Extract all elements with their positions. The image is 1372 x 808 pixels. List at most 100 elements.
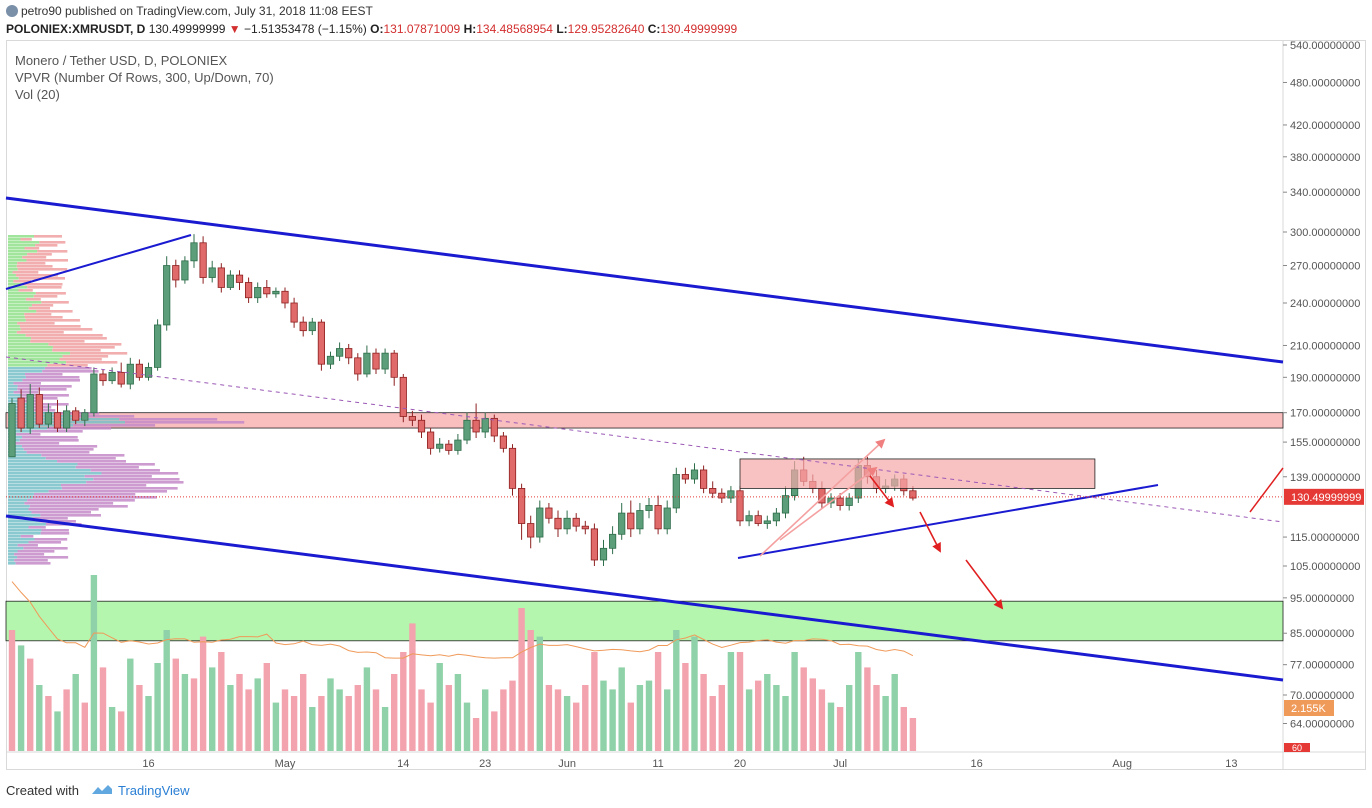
vpvr-down-row: [66, 361, 118, 364]
volume-bar: [45, 696, 52, 751]
candle-body: [609, 533, 617, 549]
vpvr-down-row: [32, 496, 157, 499]
vpvr-up-row: [8, 475, 85, 478]
tradingview-brand-link[interactable]: TradingView: [118, 783, 190, 798]
candle-body: [263, 287, 271, 295]
legend-title[interactable]: Monero / Tether USD, D, POLONIEX: [15, 53, 228, 68]
vpvr-down-row: [101, 472, 179, 475]
volume-bar: [181, 674, 189, 751]
vpvr-down-row: [32, 517, 68, 520]
volume-bar: [309, 707, 316, 751]
volume-bar: [454, 674, 462, 751]
candle-body: [299, 321, 307, 332]
candle-body: [199, 242, 207, 278]
volume-bar: [791, 652, 798, 751]
vpvr-up-row: [8, 355, 63, 358]
candle-body: [417, 419, 426, 433]
volume-bar: [409, 623, 416, 751]
low-label: L:: [556, 22, 568, 36]
candle-body: [700, 469, 708, 489]
vpvr-down-row: [24, 313, 52, 316]
current-price-text: 130.49999999: [1291, 492, 1361, 504]
candle-body: [408, 416, 417, 421]
candle-body: [845, 497, 853, 506]
vpvr-down-row: [39, 241, 66, 244]
volume-bar: [381, 707, 389, 751]
vpvr-down-row: [52, 346, 115, 349]
vpvr-down-row: [17, 556, 69, 559]
vpvr-up-row: [8, 481, 87, 484]
chart-frame[interactable]: [6, 40, 1366, 770]
upper-channel-line: [5, 196, 1284, 364]
candle-body: [663, 507, 671, 530]
volume-bar: [90, 575, 98, 751]
vpvr-up-row: [8, 349, 53, 352]
candle-body: [181, 260, 189, 281]
vpvr-up-row: [8, 262, 18, 265]
volume-bar: [27, 658, 34, 751]
vpvr-down-row: [22, 256, 47, 259]
candle-body: [17, 397, 25, 429]
vpvr-up-row: [8, 532, 41, 535]
vpvr-up-row: [8, 535, 21, 538]
vpvr-down-row: [77, 463, 155, 466]
volume-bar: [527, 630, 534, 751]
candle-body: [581, 525, 589, 530]
volume-bar: [245, 689, 252, 751]
publisher-text[interactable]: petro90 published on TradingView.com, Ju…: [21, 4, 373, 18]
vpvr-down-row: [75, 466, 139, 469]
volume-bar: [72, 674, 79, 751]
vpvr-up-row: [8, 511, 32, 514]
price-tick-label: 139.00000000: [1290, 472, 1360, 484]
vpvr-down-row: [13, 280, 31, 283]
volume-bar: [154, 663, 161, 751]
volume-bar: [391, 674, 398, 751]
candle-body: [381, 352, 389, 370]
volume-bar: [281, 689, 289, 751]
vpvr-up-row: [8, 301, 42, 304]
volume-bar: [909, 718, 917, 751]
volume-bar: [463, 702, 471, 751]
vpvr-down-row: [25, 319, 80, 322]
vpvr-up-row: [8, 553, 15, 556]
candle-body: [190, 242, 198, 262]
vpvr-down-row: [77, 415, 135, 418]
time-tick-label: Jun: [558, 758, 576, 770]
volume-bar: [882, 696, 889, 751]
volume-bar: [327, 678, 334, 751]
volume-bar: [755, 680, 762, 751]
legend-vpvr[interactable]: VPVR (Number Of Rows, 300, Up/Down, 70): [15, 70, 274, 85]
candle-body: [754, 515, 762, 524]
candle-body: [481, 417, 489, 433]
vpvr-down-row: [41, 454, 125, 457]
vpvr-up-row: [8, 325, 20, 328]
volume-bar: [700, 674, 707, 751]
vpvr-up-row: [8, 490, 49, 493]
vpvr-up-row: [8, 547, 24, 550]
vpvr-up-row: [8, 541, 29, 544]
candle-body: [126, 363, 134, 385]
candle-body: [345, 348, 353, 359]
vpvr-down-row: [17, 262, 46, 265]
candle-body: [363, 352, 371, 375]
volume-bar: [554, 689, 562, 751]
close-label: C:: [647, 22, 661, 36]
volume-bar: [345, 696, 352, 751]
candle-body: [117, 371, 125, 385]
vpvr-up-row: [8, 523, 46, 526]
volume-bar: [664, 689, 671, 751]
volume-badge-small: [1284, 743, 1310, 752]
vpvr-up-row: [8, 346, 53, 349]
symbol-label[interactable]: POLONIEX:XMRUSDT, D: [6, 22, 146, 36]
candle-body: [627, 512, 635, 530]
vpvr-down-row: [52, 349, 101, 352]
legend-vol[interactable]: Vol (20): [15, 87, 60, 102]
candle-body: [135, 363, 143, 378]
candle-body: [536, 507, 544, 538]
tradingview-logo-icon[interactable]: [90, 783, 114, 797]
volume-bar: [627, 702, 634, 751]
vpvr-up-row: [8, 448, 24, 451]
volume-bar: [372, 689, 380, 751]
vpvr-down-row: [30, 340, 85, 343]
